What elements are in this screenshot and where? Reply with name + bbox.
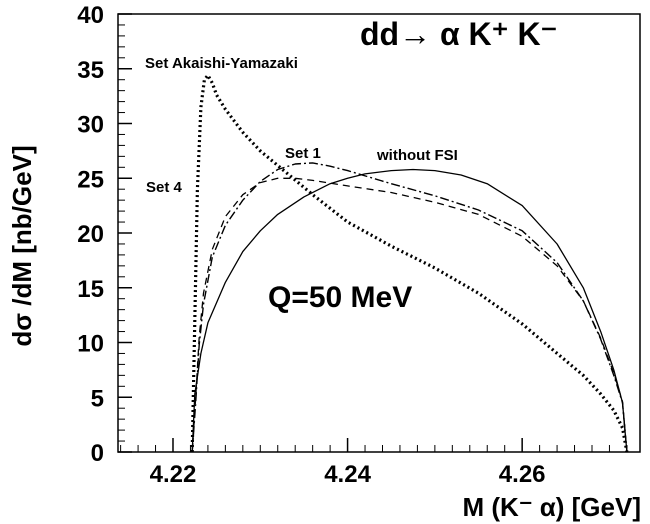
tick-labels: 0 5 10 15 20 25 30 35 40 4.22 4.24 4.26 — [77, 2, 545, 488]
series-line-without-fsi — [191, 168, 628, 453]
y-tick-label: 20 — [77, 221, 104, 248]
y-tick-label: 30 — [77, 112, 104, 139]
y-tick-label: 25 — [77, 166, 104, 193]
x-tick-label: 4.24 — [324, 461, 371, 488]
series-line-set-akaishi-yamazaki — [190, 73, 629, 453]
series-layer — [190, 73, 629, 453]
series-label-akaishi-yamazaki: Set Akaishi-Yamazaki — [145, 55, 298, 72]
series-label-set-4: Set 4 — [146, 179, 183, 196]
x-tick-label: 4.26 — [499, 461, 546, 488]
x-tick-label: 4.22 — [150, 461, 197, 488]
series-label-without-fsi: without FSI — [376, 147, 458, 164]
series-line-set-4 — [191, 177, 628, 453]
y-tick-label: 10 — [77, 331, 104, 358]
y-axis-title: dσ /dM [nb/GeV] — [7, 145, 37, 346]
y-tick-label: 5 — [91, 385, 104, 412]
y-tick-label: 0 — [91, 440, 104, 467]
y-tick-label: 35 — [77, 57, 104, 84]
x-axis-title: M (K⁻ α) [GeV] — [463, 492, 641, 522]
y-tick-label: 15 — [77, 276, 104, 303]
q-annotation: Q=50 MeV — [268, 281, 412, 314]
axis-ticks — [118, 13, 628, 453]
series-line-set-1 — [191, 162, 628, 453]
series-label-set-1: Set 1 — [285, 145, 321, 162]
chart-title: dd→ α K⁺ K⁻ — [360, 16, 557, 52]
y-tick-label: 40 — [77, 2, 104, 29]
